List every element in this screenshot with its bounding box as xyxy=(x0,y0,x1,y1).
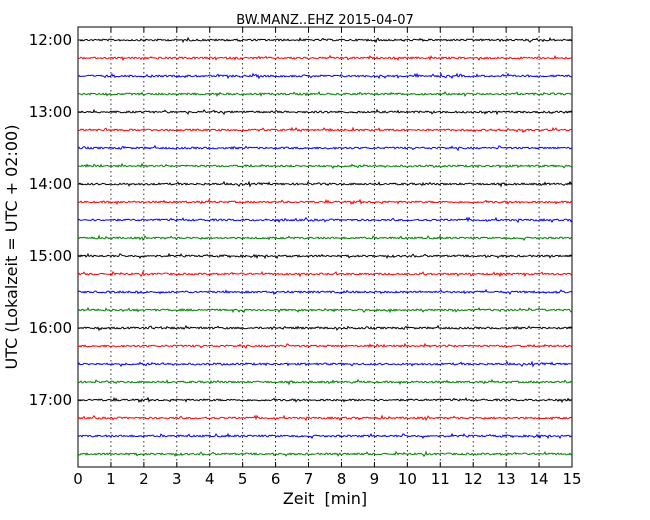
x-tick-label: 6 xyxy=(271,470,281,488)
y-tick-label: 15:00 xyxy=(29,247,72,265)
trace-line xyxy=(77,180,573,188)
x-tick-label: 8 xyxy=(337,470,347,488)
trace-line xyxy=(77,90,573,98)
y-tick-label: 12:00 xyxy=(29,31,72,49)
x-tick-label: 1 xyxy=(106,470,116,488)
trace-line xyxy=(77,162,573,170)
x-tick-label: 3 xyxy=(172,470,182,488)
x-tick-label: 2 xyxy=(139,470,149,488)
trace-line xyxy=(77,450,573,458)
y-tick-label: 13:00 xyxy=(29,103,72,121)
chart-title: BW.MANZ..EHZ 2015-04-07 xyxy=(236,13,414,28)
seismic-traces xyxy=(77,36,573,458)
trace-line xyxy=(77,234,573,242)
trace-line xyxy=(77,252,573,260)
trace-line xyxy=(77,144,573,152)
trace-line xyxy=(77,198,573,206)
trace-line xyxy=(77,288,573,296)
y-tick-label: 14:00 xyxy=(29,175,72,193)
y-tick-label: 17:00 xyxy=(29,391,72,409)
x-tick-label: 5 xyxy=(238,470,248,488)
trace-line xyxy=(77,396,573,404)
x-tick-label: 14 xyxy=(530,470,549,488)
trace-line xyxy=(77,72,573,80)
trace-line xyxy=(77,432,573,440)
grid-lines xyxy=(110,27,540,467)
plot-area xyxy=(77,26,573,468)
plot-frame xyxy=(77,26,573,468)
trace-line xyxy=(77,342,573,350)
y-axis-label: UTC (Lokalzeit = UTC + 02:00) xyxy=(2,125,21,370)
trace-line xyxy=(77,378,573,386)
x-tick-label: 12 xyxy=(464,470,483,488)
trace-line xyxy=(77,324,573,332)
trace-line xyxy=(77,306,573,314)
y-tick-label: 16:00 xyxy=(29,319,72,337)
trace-line xyxy=(77,360,573,368)
trace-line xyxy=(77,216,573,224)
x-tick-label: 13 xyxy=(497,470,516,488)
x-tick-label: 9 xyxy=(370,470,380,488)
x-axis-label: Zeit [min] xyxy=(283,489,367,508)
x-tick-label: 11 xyxy=(431,470,450,488)
trace-line xyxy=(77,126,573,134)
trace-line xyxy=(77,414,573,422)
trace-line xyxy=(77,270,573,278)
trace-line xyxy=(77,54,573,62)
x-tick-label: 4 xyxy=(205,470,215,488)
trace-line xyxy=(77,108,573,116)
x-tick-label: 7 xyxy=(304,470,314,488)
x-axis: 0 1 2 3 4 5 6 7 8 9 10 11 12 13 14 15 xyxy=(73,27,582,488)
y-axis: 12:00 13:00 14:00 15:00 16:00 17:00 xyxy=(29,31,572,409)
x-tick-label: 10 xyxy=(398,470,417,488)
x-tick-label: 0 xyxy=(73,470,83,488)
x-tick-label: 15 xyxy=(562,470,581,488)
trace-line xyxy=(79,36,573,44)
